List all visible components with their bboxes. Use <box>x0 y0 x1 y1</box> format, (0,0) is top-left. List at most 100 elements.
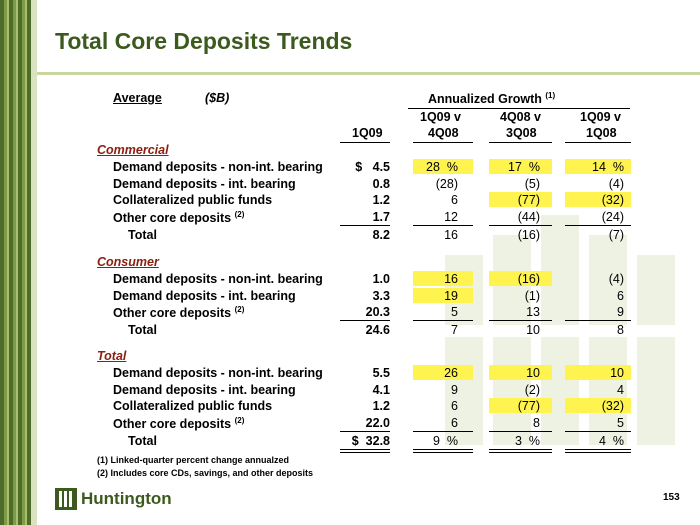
subtotal-rule <box>489 224 552 226</box>
growth-g3: (4) <box>608 272 624 286</box>
highlight-cell <box>489 398 552 413</box>
average-header: Average <box>113 91 162 105</box>
growth-g1: 26 <box>444 366 458 380</box>
row-label-text: Demand deposits - non-int. bearing <box>113 160 323 174</box>
growth-g2: 10 <box>526 323 540 337</box>
growth-g1: 19 <box>444 288 458 303</box>
growth-g2: (2) <box>524 382 540 397</box>
col3-header-b: 3Q08 <box>506 126 537 140</box>
subtotal-rule <box>565 224 631 226</box>
col4-header-line <box>565 142 631 143</box>
value-1q09: 24.6 <box>365 323 390 337</box>
col3-header-line <box>489 142 552 143</box>
value-1q09: $ 32.8 <box>351 433 390 448</box>
value-1q09: 1.7 <box>372 209 390 224</box>
row-label: Demand deposits - int. bearing <box>113 289 296 303</box>
row-label: Other core deposits (2) <box>113 210 244 225</box>
logo-text: Huntington <box>81 489 172 508</box>
growth-g3: 5 <box>617 415 624 430</box>
page-title: Total Core Deposits Trends <box>55 28 353 54</box>
section-heading: Commercial <box>97 143 169 157</box>
row-label: Total <box>128 228 157 242</box>
grand-total-rule <box>413 448 473 450</box>
watermark-logo <box>445 215 700 445</box>
growth-g2: (16) <box>517 227 540 242</box>
value-1q09: 0.8 <box>372 176 390 191</box>
value-1q09: 5.5 <box>372 366 390 380</box>
value-1q09: 1.2 <box>372 193 390 207</box>
highlight-cell <box>489 192 552 207</box>
growth-g2: 10 <box>526 366 540 380</box>
growth-g1: 6 <box>451 399 458 413</box>
grand-total-rule <box>489 448 552 450</box>
subtotal-rule <box>340 320 390 321</box>
row-label: Collateralized public funds <box>113 193 272 207</box>
row-label-text: Demand deposits - int. bearing <box>113 382 296 397</box>
subtotal-rule <box>565 320 631 321</box>
value-1q09: 1.0 <box>372 272 390 286</box>
unit-header: ($B) <box>205 91 230 105</box>
col4-header-a: 1Q09 v <box>580 110 622 124</box>
growth-g2: 13 <box>526 305 540 319</box>
value-1q09: 3.3 <box>372 288 390 303</box>
growth-header: Annualized Growth (1) <box>428 91 555 106</box>
row-label-text: Other core deposits <box>113 306 232 321</box>
row-label-text: Total <box>128 433 157 448</box>
growth-g3: 8 <box>617 323 624 337</box>
col3-header-a: 4Q08 v <box>500 110 542 124</box>
section-heading: Consumer <box>97 255 159 269</box>
growth-g2: (44) <box>517 209 540 224</box>
value-1q09: 4.1 <box>372 382 390 397</box>
row-label: Demand deposits - non-int. bearing <box>113 272 323 286</box>
growth-header-text: Annualized Growth <box>428 92 542 107</box>
highlight-cell <box>413 287 473 303</box>
highlight-cell <box>489 159 552 174</box>
value-1q09: 20.3 <box>365 305 390 319</box>
growth-g3: 6 <box>617 288 624 303</box>
row-label-text: Total <box>128 323 157 337</box>
growth-g3: 4 % <box>598 433 624 448</box>
growth-g1: 6 <box>451 415 458 430</box>
row-label: Demand deposits - int. bearing <box>113 383 296 397</box>
growth-g2: (1) <box>524 288 540 303</box>
row-label: Total <box>128 434 157 448</box>
highlight-cell <box>489 365 552 380</box>
row-label-text: Other core deposits <box>113 210 232 225</box>
subtotal-rule <box>565 430 631 432</box>
growth-header-line <box>408 108 630 109</box>
row-label: Demand deposits - non-int. bearing <box>113 160 323 174</box>
col4-header-b: 1Q08 <box>586 126 617 140</box>
grand-total-rule <box>565 448 631 450</box>
highlight-cell <box>413 365 473 380</box>
title-rule <box>37 72 700 75</box>
subtotal-rule <box>413 224 473 226</box>
col1-header: 1Q09 <box>352 126 383 140</box>
row-label-footnote: (2) <box>234 305 245 314</box>
section-heading: Total <box>97 349 127 363</box>
highlight-cell <box>565 192 631 207</box>
subtotal-rule <box>413 430 473 432</box>
growth-g2: 8 <box>533 415 540 430</box>
row-label-footnote: (2) <box>234 209 245 219</box>
growth-g1: 5 <box>451 305 458 319</box>
growth-g1: 16 <box>444 272 458 286</box>
growth-g1: 12 <box>444 209 458 224</box>
highlight-cell <box>413 271 473 286</box>
footnote-2: (2) Includes core CDs, savings, and othe… <box>97 468 314 478</box>
growth-g3: 10 <box>610 366 624 380</box>
col1-header-line <box>340 142 390 143</box>
footnote-1: (1) Linked-quarter percent change annual… <box>97 455 290 465</box>
growth-g3: (4) <box>608 176 624 191</box>
value-1q09: 1.2 <box>372 399 390 413</box>
row-label: Demand deposits - int. bearing <box>113 177 296 191</box>
decorative-stripe-light <box>31 0 37 525</box>
subtotal-rule <box>413 320 473 321</box>
col2-header-b: 4Q08 <box>428 126 459 140</box>
growth-g1: 7 <box>451 323 458 337</box>
growth-g1: 6 <box>451 193 458 207</box>
growth-g3: 9 <box>617 305 624 319</box>
subtotal-rule <box>489 320 552 321</box>
row-label-footnote: (2) <box>234 415 245 425</box>
growth-g2: (77) <box>517 399 540 413</box>
row-label: Other core deposits (2) <box>113 305 244 320</box>
